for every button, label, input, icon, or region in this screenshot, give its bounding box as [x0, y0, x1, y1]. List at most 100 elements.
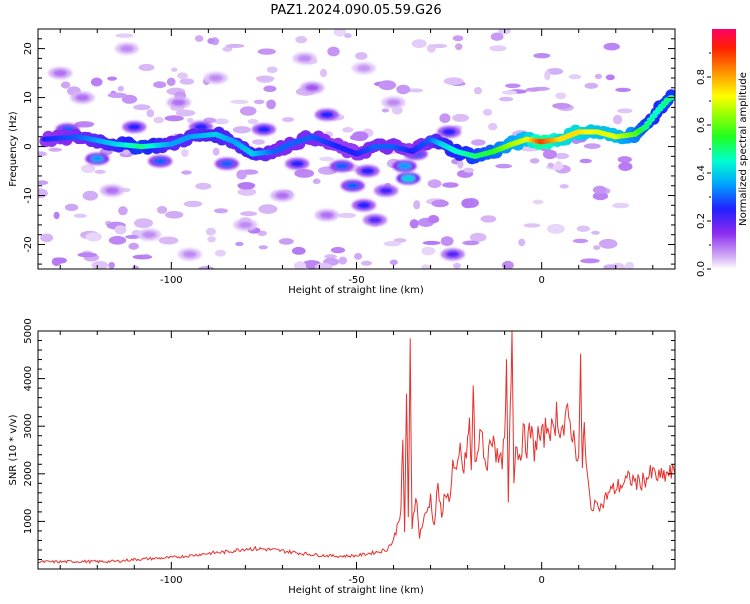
spectrogram-blob — [329, 160, 354, 173]
spectrogram-noise-speck — [361, 260, 372, 266]
spectrogram-blob — [440, 248, 465, 261]
spectrogram-noise-speck — [440, 236, 454, 247]
spectrogram-noise-speck — [579, 158, 592, 164]
snr-background — [38, 331, 675, 569]
spectrogram-noise-speck — [257, 48, 276, 55]
spectrogram-blob — [270, 189, 295, 202]
spectrogram-noise-speck — [295, 35, 308, 44]
spectrogram-noise-speck — [351, 131, 369, 142]
spectrogram-blob — [363, 214, 387, 226]
spectrogram-noise-speck — [282, 117, 295, 123]
spectrogram-blob-core — [290, 160, 305, 168]
spectrogram-noise-speck — [442, 182, 459, 188]
spectrogram-blob-core — [305, 84, 320, 92]
spectrogram-noise-speck — [278, 238, 294, 245]
spectrogram-noise-speck — [483, 108, 493, 116]
spectrogram-noise-speck — [125, 234, 141, 239]
spectrogram-noise-speck — [568, 74, 582, 80]
spectrogram-noise-speck — [107, 76, 117, 81]
snr-panel: -100 -50 0 1000 2000 3000 4000 5000 Height of s… — [8, 318, 676, 596]
spectrogram-noise-speck — [222, 46, 233, 52]
spectrogram-noise-speck — [266, 66, 278, 73]
spectrogram-blob-core — [297, 54, 312, 62]
spectrogram-noise-speck — [617, 108, 633, 114]
spectrogram-noise-speck — [469, 232, 487, 242]
spectrogram-noise-speck — [533, 53, 551, 59]
spectrogram-blob-core — [319, 111, 334, 119]
spectrogram-noise-speck — [291, 246, 306, 255]
spectrogram-noise-speck — [337, 212, 356, 219]
spectrogram-noise-speck — [236, 169, 247, 180]
y-tick-label: 5000 — [23, 318, 34, 343]
spectrogram-noise-speck — [38, 151, 47, 157]
spectrogram-y-axis-label: Frequency (Hz) — [8, 111, 19, 187]
spectrogram-blob — [351, 199, 376, 212]
spectrogram-blob — [85, 152, 110, 165]
spectrogram-x-axis-label: Height of straight line (km) — [288, 285, 424, 296]
spectrogram-blob — [70, 91, 95, 104]
spectrogram-noise-speck — [584, 82, 599, 89]
spectrogram-noise-speck — [108, 235, 127, 245]
spectrogram-noise-speck — [195, 182, 212, 190]
spectrogram-noise-speck — [121, 94, 138, 104]
spectrogram-noise-speck — [499, 96, 514, 102]
y-tick-label: -10 — [23, 187, 34, 203]
spectrogram-noise-speck — [421, 264, 430, 269]
spectrogram-noise-speck — [505, 83, 521, 89]
spectrogram-noise-speck — [462, 240, 480, 246]
spectrogram-noise-speck — [439, 113, 451, 124]
y-tick-label: 3000 — [23, 413, 34, 438]
spectrogram-blob — [355, 165, 380, 177]
spectrogram-noise-speck — [612, 202, 630, 209]
spectrogram-noise-speck — [81, 164, 96, 174]
spectrogram-blob-core — [90, 155, 105, 163]
spectrogram-ridge — [39, 89, 675, 165]
spectrogram-noise-speck — [471, 139, 486, 146]
spectrogram-noise-speck — [603, 264, 617, 269]
spectrogram-blob — [114, 42, 139, 55]
spectrogram-noise-speck — [183, 200, 203, 208]
spectrogram-noise-speck — [263, 85, 277, 93]
spectrogram-noise-speck — [48, 147, 62, 152]
spectrogram-noise-speck — [555, 92, 567, 100]
spectrogram-blob — [137, 228, 162, 241]
spectrogram-noise-speck — [381, 108, 390, 113]
y-tick-label: -20 — [23, 236, 34, 252]
colorbar-tick-label: 0.0 — [696, 261, 707, 277]
spectrogram-blob — [300, 81, 325, 94]
spectrogram-noise-speck — [90, 77, 103, 87]
spectrogram-noise-speck — [181, 149, 189, 158]
spectrogram-noise-speck — [396, 84, 411, 95]
x-tick-label: -100 — [160, 575, 183, 586]
spectrogram-noise-speck — [205, 227, 216, 236]
spectrogram-noise-speck — [240, 211, 258, 217]
spectrogram-noise-speck — [355, 52, 368, 60]
spectrogram-blob — [374, 184, 399, 197]
spectrogram-noise-speck — [452, 113, 469, 122]
spectrogram-noise-speck — [490, 32, 504, 41]
spectrogram-blob-core — [171, 99, 186, 106]
spectrogram-noise-speck — [452, 35, 464, 42]
spectrogram-blob-core — [401, 174, 416, 182]
spectrogram-noise-speck — [158, 236, 179, 245]
spectrogram-blob-core — [153, 157, 168, 165]
spectrogram-noise-speck — [165, 211, 184, 219]
spectrogram-blob-core — [356, 64, 371, 72]
spectrogram-noise-speck — [502, 260, 514, 269]
spectrogram-noise-speck — [237, 188, 257, 196]
spectrogram-blob — [177, 248, 202, 261]
spectrogram-noise-speck — [407, 88, 424, 93]
spectrogram-noise-speck — [214, 249, 227, 257]
spectrogram-noise-speck — [117, 85, 124, 92]
colorbar-gradient — [712, 29, 736, 269]
spectrogram-noise-speck — [225, 43, 245, 48]
spectrogram-blob-core — [127, 123, 142, 131]
spectrogram-noise-speck — [409, 219, 419, 229]
spectrogram-noise-speck — [489, 45, 507, 52]
spectrogram-noise-speck — [142, 254, 151, 259]
spectrogram-blob — [314, 108, 339, 121]
spectrogram-panel: -100 -50 0 20 10 0 -10 -20 Height of straight l… — [8, 28, 676, 296]
spectrogram-noise-speck — [453, 262, 461, 269]
spectrogram-noise-speck — [114, 225, 127, 235]
